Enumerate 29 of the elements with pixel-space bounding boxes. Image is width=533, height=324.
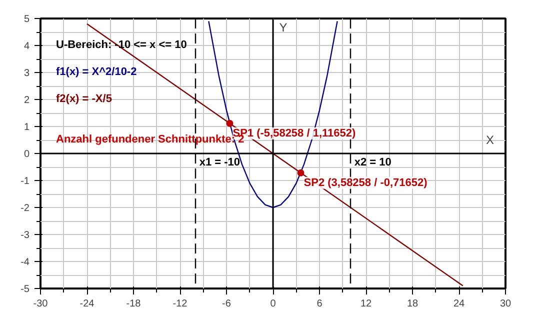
x-tick-label: 18: [406, 298, 418, 310]
x-tick-label: -30: [33, 298, 48, 310]
y-axis-title: Y: [279, 20, 288, 35]
ref-line-label: x1 = -10: [199, 156, 240, 168]
x-tick-label: 6: [316, 298, 323, 310]
y-tick-label: 3: [24, 68, 30, 79]
y-tick-label: 5: [24, 14, 30, 25]
y-tick-label: 2: [24, 95, 30, 106]
y-tick-label: 1: [24, 122, 30, 133]
y-tick-label: -3: [20, 230, 30, 241]
x-tick-label: -18: [126, 298, 142, 310]
x-tick-label: 0: [270, 298, 276, 310]
y-tick-label: 4: [24, 41, 30, 52]
text: f2(x) = -X/5: [56, 92, 112, 105]
y-tick-label: 0: [24, 149, 30, 160]
y-tick-label: -5: [20, 284, 30, 295]
data-label: SP2 (3,58258 / -0,71652): [304, 176, 428, 189]
text: f1(x) = X^2/10-2: [56, 66, 137, 78]
y-tick-label: -1: [20, 176, 30, 187]
x-tick-label: -12: [172, 298, 188, 310]
x-tick-label: -24: [80, 298, 95, 310]
x-tick-label: 24: [453, 298, 465, 310]
y-tick-label: -2: [20, 203, 30, 214]
y-tick-label: -4: [20, 257, 30, 268]
x-tick-label: -6: [222, 298, 232, 310]
ref-line-label: x2 = 10: [354, 156, 392, 168]
x-tick-label: 30: [500, 298, 512, 310]
x-tick-label: 12: [360, 298, 372, 310]
x-axis-title: X: [486, 132, 494, 147]
